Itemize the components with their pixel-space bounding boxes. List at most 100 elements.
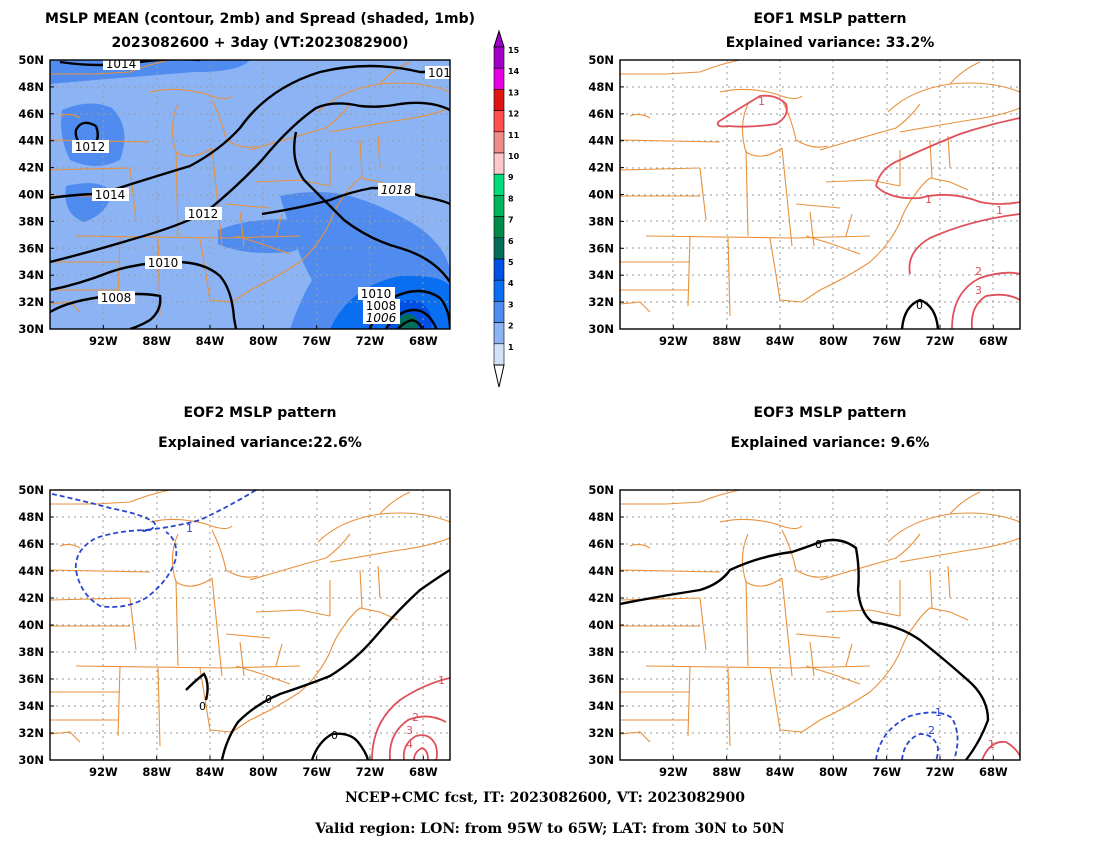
eof2-contours [51, 490, 450, 760]
mean-lat-tick: 48N [18, 80, 44, 94]
mean-lat-tick: 40N [18, 188, 44, 202]
eof3-lon-tick: 72W [926, 765, 955, 779]
eof1-panel: 1 1 1 2 3 0 [619, 59, 1021, 330]
eof2-label-3: 3 [406, 724, 413, 737]
eof2-lat-tick: 40N [18, 618, 44, 632]
mean-lat-tick: 30N [18, 322, 44, 336]
eof1-map-boundaries [620, 60, 1020, 317]
eof3-lon-tick: 84W [766, 765, 795, 779]
eof3-lat-tick: 50N [588, 483, 614, 497]
eof3-label-neg1: 1 [935, 706, 942, 719]
eof1-lat-tick: 32N [588, 295, 614, 309]
footer-valid-region: Valid region: LON: from 95W to 65W; LAT:… [314, 821, 784, 837]
eof1-lat-tick: 48N [588, 80, 614, 94]
mean-lon-tick: 84W [196, 334, 225, 348]
colorbar-label: 4 [508, 279, 514, 288]
eof1-lon-tick: 92W [659, 334, 688, 348]
eof2-lon-tick: 76W [302, 765, 331, 779]
eof2-lon-tick: 68W [409, 765, 438, 779]
eof1-grid [620, 60, 1020, 329]
eof1-lat-tick: 34N [588, 268, 614, 282]
colorbar-swatch [493, 258, 505, 281]
axis-ticks: 50N 48N 46N 44N 42N 40N 38N 36N 34N 32N 30N 92W 88W 8… [18, 53, 1008, 779]
eof1-lat-tick: 42N [588, 161, 614, 175]
colorbar-swatch [493, 46, 505, 69]
eof2-lat-tick: 30N [18, 753, 44, 767]
colorbar-label: 5 [508, 258, 514, 267]
spread-shade-west [61, 103, 125, 166]
eof1-lon-tick: 76W [872, 334, 901, 348]
eof3-label-neg2: 2 [928, 724, 935, 737]
mean-lat-tick: 34N [18, 268, 44, 282]
eof3-contours [620, 538, 1020, 760]
eof2-lat-tick: 44N [18, 564, 44, 578]
eof1-lat-tick: 44N [588, 134, 614, 148]
eof1-contour-labels: 1 1 1 2 3 0 [758, 95, 1003, 312]
footer-forecast-info: NCEP+CMC fcst, IT: 2023082600, VT: 20230… [345, 790, 745, 806]
eof2-lat-tick: 38N [18, 645, 44, 659]
eof3-label-1: 1 [988, 738, 995, 751]
colorbar-swatch [493, 322, 505, 345]
eof3-lat-tick: 40N [588, 618, 614, 632]
eof2-label-0-mid: 0 [265, 693, 272, 706]
eof1-lat-tick: 36N [588, 241, 614, 255]
eof3-contour-labels: 0 1 2 1 [815, 538, 995, 751]
colorbar-swatch [493, 195, 505, 217]
eof3-lat-tick: 48N [588, 510, 614, 524]
eof1-variance: Explained variance: 33.2% [726, 35, 935, 51]
colorbar-label: 15 [508, 46, 520, 55]
eof2-label-0-west: 0 [199, 700, 206, 713]
eof2-lon-tick: 88W [142, 765, 171, 779]
mean-lat-tick: 50N [18, 53, 44, 67]
colorbar-swatch [493, 216, 505, 239]
spread-shade-core2 [398, 314, 418, 329]
eof2-lat-tick: 36N [18, 672, 44, 686]
eof2-grid [50, 490, 450, 760]
eof3-panel: 0 1 2 1 [619, 489, 1021, 761]
eof2-lon-tick: 72W [356, 765, 385, 779]
eof1-lon-tick: 88W [712, 334, 741, 348]
eof2-lat-tick: 34N [18, 699, 44, 713]
eof3-lat-tick: 44N [588, 564, 614, 578]
mean-panel: 1014 1012 1014 1012 1010 1008 1018 1010 … [49, 57, 451, 330]
eof2-variance: Explained variance:22.6% [158, 435, 362, 451]
eof2-lat-tick: 42N [18, 591, 44, 605]
mean-label-1012-west: 1012 [75, 140, 106, 154]
eof3-map-boundaries [620, 490, 1020, 747]
eof3-label-0: 0 [815, 538, 822, 551]
colorbar-swatch [493, 89, 505, 111]
eof3-lon-tick: 88W [712, 765, 741, 779]
eof2-lat-tick: 50N [18, 483, 44, 497]
eof1-lat-tick: 30N [588, 322, 614, 336]
eof2-lat-tick: 46N [18, 537, 44, 551]
eof1-lat-tick: 38N [588, 214, 614, 228]
eof3-lon-tick: 92W [659, 765, 688, 779]
mean-label-1008-low: 1008 [366, 299, 397, 313]
eof1-label-1-ocean: 1 [996, 204, 1003, 217]
colorbar-max-arrow [493, 29, 505, 48]
mean-lon-tick: 88W [142, 334, 171, 348]
mean-label-1014-top: 1014 [106, 57, 137, 71]
colorbar-label: 6 [508, 237, 514, 246]
eof3-lat-tick: 36N [588, 672, 614, 686]
mean-label-1006-low: 1006 [366, 311, 397, 325]
mean-label-1014-mid: 1014 [95, 188, 126, 202]
eof2-label-1: 1 [438, 674, 445, 687]
colorbar-label: 9 [508, 173, 514, 182]
colorbar-label: 13 [508, 88, 519, 97]
colorbar-swatch [493, 67, 505, 90]
colorbar-label: 1 [508, 343, 514, 352]
eof1-title: EOF1 MSLP pattern [754, 11, 907, 27]
mean-lon-tick: 80W [249, 334, 278, 348]
eof1-label-0: 0 [916, 299, 923, 312]
eof2-map-boundaries [50, 490, 450, 747]
eof3-lat-tick: 38N [588, 645, 614, 659]
eof2-contour-labels: 1 0 0 0 1 2 3 4 [186, 522, 445, 751]
eof2-panel: 1 0 0 0 1 2 3 4 [49, 489, 451, 761]
colorbar-label: 14 [508, 67, 520, 76]
eof1-lat-tick: 46N [588, 107, 614, 121]
mean-lat-tick: 42N [18, 161, 44, 175]
colorbar-swatch [493, 131, 505, 154]
colorbar-swatch [493, 173, 505, 196]
